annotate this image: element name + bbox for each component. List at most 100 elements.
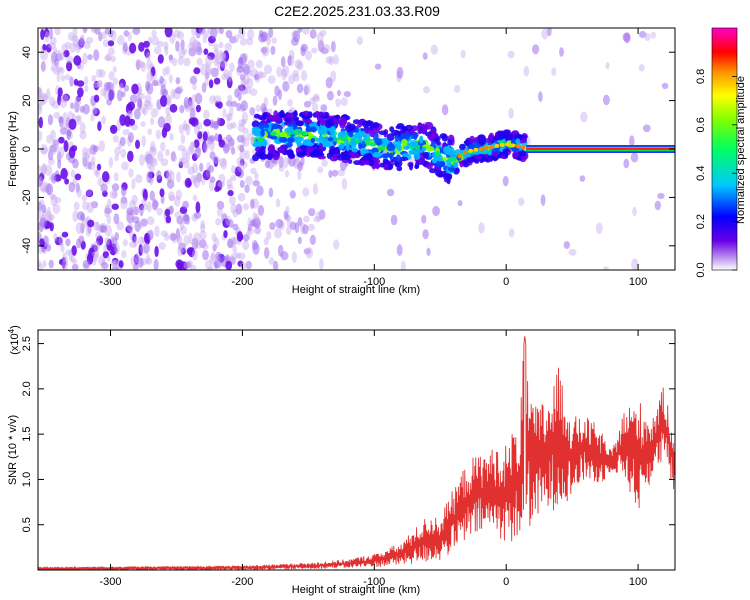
heatmap-cell xyxy=(176,171,181,183)
heatmap-cell xyxy=(189,141,195,153)
heatmap-cell xyxy=(149,147,157,157)
heatmap-cell xyxy=(203,142,209,153)
heatmap-cell xyxy=(629,135,635,147)
heatmap-cell xyxy=(114,146,121,156)
heatmap-cell xyxy=(397,159,403,167)
heatmap-cell xyxy=(164,170,170,179)
heatmap-cell xyxy=(532,44,540,55)
heatmap-cell xyxy=(423,86,430,94)
heatmap-cell xyxy=(229,105,234,117)
y-tick-label: 20 xyxy=(21,94,33,106)
y-tick-label: 1.5 xyxy=(21,427,33,442)
heatmap-cell xyxy=(159,75,164,85)
heatmap-cell xyxy=(204,72,210,80)
heatmap-cell xyxy=(215,101,220,108)
x-tick-label: 0 xyxy=(503,276,509,288)
heatmap-cell xyxy=(56,71,61,82)
heatmap-cell xyxy=(177,246,184,257)
heatmap-cell xyxy=(68,249,73,262)
heatmap-cell xyxy=(93,80,100,91)
heatmap-cell xyxy=(116,119,121,132)
heatmap-cell xyxy=(371,123,380,128)
heatmap-cell xyxy=(188,247,196,258)
heatmap-cell xyxy=(106,214,112,225)
heatmap-cell xyxy=(237,84,246,92)
heatmap-cell xyxy=(249,88,258,96)
heatmap-cell xyxy=(237,84,245,94)
heatmap-cell xyxy=(111,236,118,248)
heatmap-cell xyxy=(188,259,193,269)
heatmap-cell xyxy=(219,28,224,35)
heatmap-cell xyxy=(73,201,80,211)
heatmap-cell xyxy=(153,259,159,270)
heatmap-cell xyxy=(58,136,65,144)
heatmap-cell xyxy=(202,249,209,261)
heatmap-cell xyxy=(149,190,155,201)
heatmap-cell xyxy=(401,138,408,147)
heatmap-cell xyxy=(148,229,154,237)
heatmap-cell xyxy=(207,135,216,142)
x-tick-label: -100 xyxy=(363,276,385,288)
heatmap-cell xyxy=(297,236,302,245)
heatmap-cell xyxy=(595,222,603,235)
figure-title: C2E2.2025.231.03.33.R09 xyxy=(274,3,440,19)
heatmap-cell xyxy=(176,234,183,246)
heatmap-cell xyxy=(258,29,264,38)
heatmap-cell xyxy=(185,152,190,163)
heatmap-cell xyxy=(213,43,219,52)
heatmap-cell xyxy=(91,74,97,82)
heatmap-cell xyxy=(40,92,48,105)
heatmap-cell xyxy=(272,260,279,270)
heatmap-cell xyxy=(287,55,292,66)
heatmap-cell xyxy=(216,200,225,210)
heatmap-cell xyxy=(132,216,140,224)
heatmap-cell xyxy=(82,28,88,34)
heatmap-cell xyxy=(101,115,106,125)
heatmap-cell xyxy=(91,244,98,252)
heatmap-cell xyxy=(44,164,53,176)
heatmap-cell xyxy=(309,151,317,158)
heatmap-cell xyxy=(309,96,316,105)
heatmap-cell xyxy=(314,110,320,118)
heatmap-cell xyxy=(188,41,196,52)
heatmap-cell xyxy=(164,45,169,56)
heatmap-cell xyxy=(150,140,156,152)
heatmap-cell xyxy=(399,133,406,140)
heatmap-cell xyxy=(300,144,306,151)
heatmap-cell xyxy=(436,140,441,147)
heatmap-cell xyxy=(230,203,237,214)
heatmap-cell xyxy=(301,130,309,136)
heatmap-cell xyxy=(650,31,656,39)
heatmap-cell xyxy=(226,122,234,130)
heatmap-cell xyxy=(293,73,300,82)
heatmap-cell xyxy=(264,160,271,169)
heatmap-cell xyxy=(240,100,248,112)
heatmap-cell xyxy=(264,123,270,129)
heatmap-cell xyxy=(207,266,214,270)
heatmap-cell xyxy=(47,149,54,161)
heatmap-cell xyxy=(56,151,62,163)
heatmap-cell xyxy=(345,142,350,151)
heatmap-cell xyxy=(62,119,69,130)
heatmap-cell xyxy=(97,79,103,88)
heatmap-cell xyxy=(63,140,69,153)
heatmap-cell xyxy=(234,166,242,177)
heatmap-cell xyxy=(213,77,221,85)
heatmap-cell xyxy=(263,120,269,125)
heatmap-cell xyxy=(422,229,429,240)
heatmap-cell xyxy=(131,83,139,95)
heatmap-cell xyxy=(129,94,138,104)
heatmap-cell xyxy=(154,245,159,258)
x-tick-label: 100 xyxy=(629,576,647,588)
heatmap-cell xyxy=(128,200,137,209)
heatmap-cell xyxy=(417,160,425,165)
heatmap-cell xyxy=(126,223,134,233)
heatmap-cell xyxy=(622,32,631,42)
heatmap-cell xyxy=(75,115,81,122)
heatmap-cell xyxy=(58,235,64,247)
heatmap-cell xyxy=(76,114,82,125)
heatmap-cell xyxy=(81,201,90,211)
heatmap-cell xyxy=(143,99,151,107)
heatmap-cell xyxy=(95,221,100,231)
heatmap-cell xyxy=(264,64,272,75)
